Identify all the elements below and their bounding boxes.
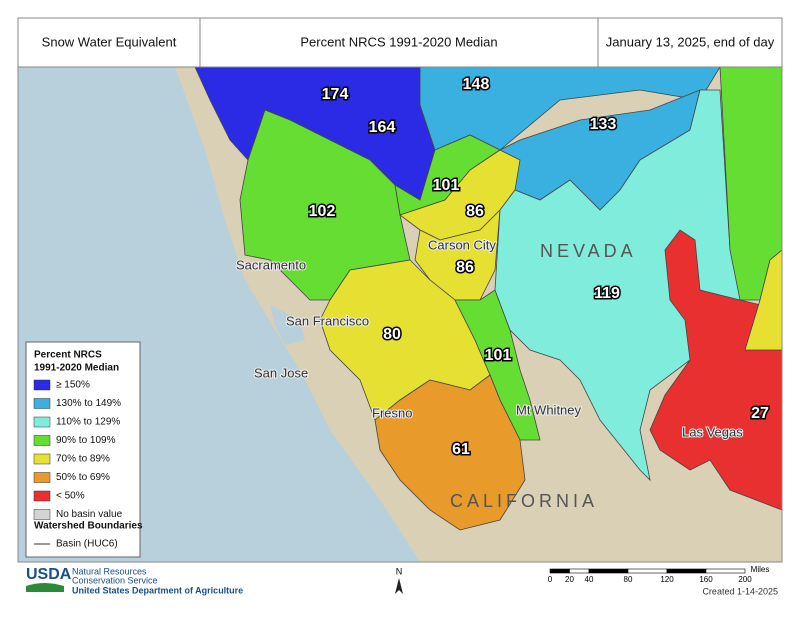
basin-value: 101 [485, 347, 512, 364]
scale-unit: Miles [751, 565, 770, 574]
basin [744, 249, 782, 351]
basin-value: 102 [309, 203, 336, 220]
north-arrow [395, 578, 403, 594]
map: NEVADA CALIFORNIA Sacramento San Francis… [18, 67, 782, 562]
place-label: Mt Whitney [516, 402, 582, 417]
legend-subtitle: Watershed Boundaries [34, 521, 143, 532]
scale-segment [705, 568, 746, 574]
basin-value: 119 [594, 285, 620, 302]
legend-label: No basin value [56, 509, 123, 520]
place-label: San Jose [254, 365, 308, 380]
basin [454, 289, 541, 441]
legend-label: ≥ 150% [56, 380, 90, 391]
scale-tick-label: 160 [699, 575, 713, 584]
scale-tick-label: 200 [738, 575, 752, 584]
bay [270, 305, 305, 345]
scale-tick-label: 0 [548, 575, 553, 584]
place-label: Fresno [372, 405, 412, 420]
legend-swatch [33, 416, 51, 428]
basin [414, 208, 501, 301]
legend-label: Basin (HUC6) [56, 539, 118, 550]
place-label: San Francisco [286, 313, 369, 328]
legend-title: 1991-2020 Median [34, 363, 119, 374]
map-frame [17, 66, 783, 563]
legend-swatch [33, 398, 51, 409]
scale-tick-label: 120 [660, 575, 674, 584]
basin-value: 101 [433, 177, 460, 194]
legend-swatch [33, 379, 51, 391]
legend-swatch [33, 490, 51, 502]
agency-text: Natural Resources [72, 566, 147, 576]
place-label: Carson City [428, 237, 496, 252]
scale-segment [666, 568, 707, 574]
agency-logo: USDA [26, 566, 72, 583]
basin-value: 174 [322, 86, 349, 103]
scale-tick-label: 40 [585, 575, 594, 584]
basin-value: 148 [463, 76, 490, 93]
scale-segment [569, 568, 590, 574]
basin-value: 27 [751, 405, 769, 422]
legend-box [25, 341, 141, 558]
legend-title: Percent NRCS [34, 350, 102, 361]
legend-swatch [33, 435, 51, 446]
north-label: N [396, 566, 403, 576]
scale-bar: Miles 0 20 40 80 120 160 200 [548, 565, 770, 584]
legend-label: 70% to 89% [56, 454, 110, 465]
logo-mark [26, 583, 64, 592]
header-frame [17, 17, 783, 68]
scale-segment [627, 568, 668, 574]
basin [419, 67, 721, 151]
basin-value: 86 [466, 203, 484, 220]
basin [374, 374, 526, 531]
scale-segment [549, 568, 570, 574]
agency-text: Conservation Service [72, 575, 158, 585]
legend-label: 130% to 149% [56, 398, 121, 409]
legend: Percent NRCS 1991-2020 Median Watershed … [25, 341, 143, 558]
state-label: CALIFORNIA [450, 491, 598, 511]
place-label: Sacramento [236, 257, 306, 272]
legend-swatch [33, 453, 51, 465]
basin-value: 80 [383, 326, 401, 343]
basin-value: 86 [456, 259, 474, 276]
created-date: Created 1-14-2025 [702, 586, 778, 596]
state-label: NEVADA [540, 241, 637, 261]
header-center: Percent NRCS 1991-2020 Median [300, 34, 497, 49]
scale-tick-label: 80 [624, 575, 633, 584]
scale-tick-label: 20 [565, 575, 574, 584]
legend-swatch [33, 472, 51, 483]
header-left: Snow Water Equivalent [42, 34, 177, 49]
basin-value: 164 [369, 119, 396, 136]
scale-segment [588, 568, 629, 574]
agency-text: United States Department of Agriculture [72, 585, 243, 595]
basin-value: 133 [590, 116, 617, 133]
legend-label: 90% to 109% [56, 435, 116, 446]
legend-label: < 50% [56, 491, 85, 502]
legend-swatch [33, 509, 51, 520]
legend-label: 110% to 129% [56, 417, 120, 428]
header-right: January 13, 2025, end of day [606, 34, 775, 49]
place-label: Las Vegas [682, 424, 743, 439]
basin-value: 61 [452, 441, 470, 458]
legend-label: 50% to 69% [56, 472, 110, 483]
basin [649, 229, 782, 511]
